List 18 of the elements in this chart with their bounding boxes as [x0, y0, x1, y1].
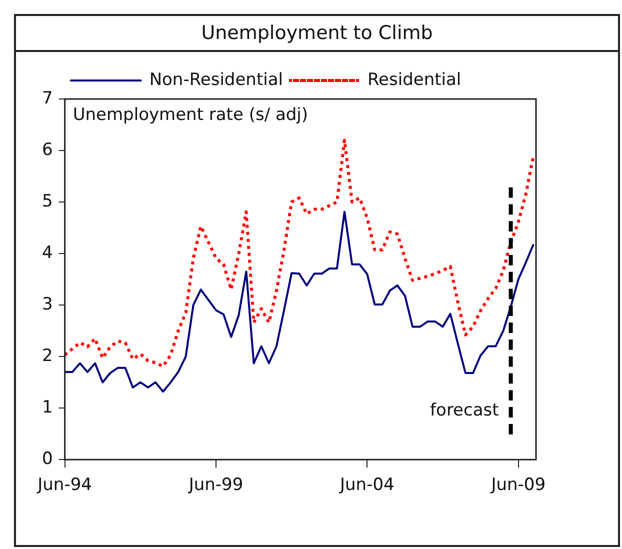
x-tick-label: Jun-94 [36, 475, 92, 496]
y-tick-label: 7 [42, 88, 53, 108]
x-tick-label: Jun-04 [339, 475, 394, 496]
annotation: Unemployment rate (s/ adj) [72, 104, 308, 125]
legend-label: Residential [367, 70, 462, 90]
x-tick-label: Jun-99 [188, 475, 244, 496]
line-series [64, 138, 535, 368]
chart-title: Unemployment to Climb [16, 16, 618, 52]
y-tick-label: 4 [42, 242, 53, 263]
y-tick-label: 0 [42, 449, 53, 470]
y-tick-label: 6 [42, 140, 53, 160]
y-tick-label: 1 [42, 398, 53, 418]
ref-line-label: forecast [430, 400, 500, 420]
y-tick-label: 3 [42, 294, 53, 314]
x-tick-label: Jun-09 [490, 475, 546, 496]
y-tick-label: 5 [42, 191, 53, 212]
legend-label: Non-Residential [149, 70, 283, 90]
y-tick-label: 2 [42, 346, 53, 366]
